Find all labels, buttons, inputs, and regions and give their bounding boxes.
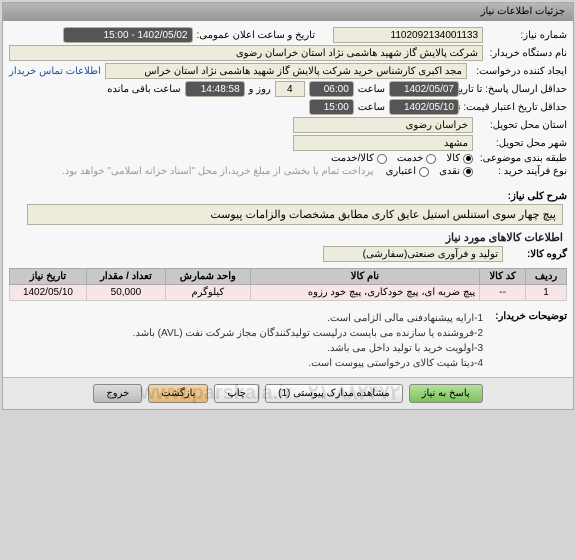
- buyer-notes-label: توضیحات خریدار:: [487, 311, 567, 322]
- td-unit: کیلوگرم: [165, 285, 250, 301]
- goods-table: ردیف کد کالا نام کالا واحد شمارش تعداد /…: [9, 268, 567, 301]
- td-date: 1402/05/10: [10, 285, 87, 301]
- exit-button[interactable]: خروج: [93, 384, 142, 403]
- announce-label: تاریخ و ساعت اعلان عمومی:: [197, 30, 316, 41]
- deadline-date: 1402/05/07: [389, 81, 459, 97]
- radio-service-label: خدمت: [397, 153, 424, 164]
- deadline-label: حداقل ارسال پاسخ: تا تاریخ:: [463, 84, 567, 95]
- radio-cash[interactable]: نقدی: [439, 166, 473, 177]
- process-label: نوع فرآیند خرید :: [477, 166, 567, 177]
- radio-both-label: کالا/خدمت: [331, 153, 374, 164]
- td-row: 1: [526, 285, 567, 301]
- table-row[interactable]: 1 -- پیچ ضربه ای، پیچ خودکاری، پیچ خود ر…: [10, 285, 567, 301]
- creator-field: مجد اکبری کارشناس خرید شرکت پالایش گاز ش…: [105, 63, 467, 79]
- need-no-label: شماره نیاز:: [487, 30, 567, 41]
- td-name: پیچ ضربه ای، پیچ خودکاری، پیچ خود رزوه: [250, 285, 479, 301]
- category-radio-group: کالا خدمت کالا/خدمت: [331, 153, 473, 164]
- radio-credit[interactable]: اعتباری: [386, 166, 429, 177]
- remaining-label: ساعت باقی مانده: [107, 84, 180, 95]
- td-qty: 50,000: [86, 285, 165, 301]
- creator-label: ایجاد کننده درخواست:: [471, 66, 567, 77]
- validity-time: 15:00: [309, 99, 354, 115]
- time-label-1: ساعت: [358, 84, 385, 95]
- note-line: 4-دیتا شیت کالای درخواستی پیوست است.: [9, 356, 483, 371]
- validity-label: حداقل تاریخ اعتبار قیمت: تا تاریخ:: [463, 102, 567, 113]
- buyer-field: شرکت پالایش گاز شهید هاشمی نژاد استان خر…: [9, 45, 483, 61]
- buyer-notes: 1-ارایه پیشنهادفنی مالی الزامی است. 2-فر…: [9, 311, 483, 371]
- province-field: خراسان رضوی: [293, 117, 473, 133]
- group-label: گروه کالا:: [507, 249, 567, 260]
- radio-cash-label: نقدی: [439, 166, 460, 177]
- th-row: ردیف: [526, 269, 567, 285]
- radio-dot-icon: [463, 154, 473, 164]
- goods-section-title: اطلاعات کالاهای مورد نیاز: [13, 231, 563, 244]
- main-panel: جزئیات اطلاعات نیاز شماره نیاز: 11020921…: [2, 2, 574, 410]
- days-field: 4: [275, 81, 305, 97]
- days-label: روز و: [249, 84, 271, 95]
- panel-title: جزئیات اطلاعات نیاز: [3, 3, 573, 21]
- remaining-time: 14:48:58: [185, 81, 245, 97]
- radio-both[interactable]: کالا/خدمت: [331, 153, 387, 164]
- radio-goods-label: کالا: [446, 153, 460, 164]
- respond-button[interactable]: پاسخ به نیاز: [409, 384, 483, 403]
- time-label-2: ساعت: [358, 102, 385, 113]
- contact-link[interactable]: اطلاعات تماس خریدار: [9, 66, 101, 77]
- process-radio-group: نقدی اعتباری: [386, 166, 473, 177]
- th-unit: واحد شمارش: [165, 269, 250, 285]
- note-line: 2-فروشنده یا سازنده می بایست درلیست تولی…: [9, 326, 483, 341]
- radio-circle-icon: [377, 154, 387, 164]
- note-line: 1-ارایه پیشنهادفنی مالی الزامی است.: [9, 311, 483, 326]
- print-button[interactable]: چاپ: [214, 384, 259, 403]
- category-label: طبقه بندی موضوعی:: [477, 153, 567, 164]
- attachments-button[interactable]: مشاهده مدارک پیوستی (1): [265, 384, 403, 403]
- radio-service[interactable]: خدمت: [397, 153, 437, 164]
- radio-circle-icon: [419, 167, 429, 177]
- radio-credit-label: اعتباری: [386, 166, 416, 177]
- province-label: استان محل تحویل:: [477, 120, 567, 131]
- panel-body: شماره نیاز: 1102092134001133 تاریخ و ساع…: [3, 21, 573, 377]
- table-header-row: ردیف کد کالا نام کالا واحد شمارش تعداد /…: [10, 269, 567, 285]
- th-name: نام کالا: [250, 269, 479, 285]
- announce-field: 1402/05/02 - 15:00: [63, 27, 193, 43]
- need-no-field: 1102092134001133: [333, 27, 483, 43]
- group-field: تولید و فرآوری صنعتی(سفارشی): [323, 246, 503, 262]
- th-date: تاریخ نیاز: [10, 269, 87, 285]
- validity-date: 1402/05/10: [389, 99, 459, 115]
- city-field: مشهد: [293, 135, 473, 151]
- summary-field: پیچ چهار سوی استنلس استیل عایق کاری مطاب…: [27, 204, 563, 225]
- back-button[interactable]: بازگشت: [148, 384, 208, 403]
- th-code: کد کالا: [480, 269, 526, 285]
- buyer-label: نام دستگاه خریدار:: [487, 48, 567, 59]
- process-note: پرداخت تمام یا بخشی از مبلغ خرید،از محل …: [62, 166, 374, 177]
- summary-label: شرح کلی نیاز:: [497, 191, 567, 202]
- td-code: --: [480, 285, 526, 301]
- note-line: 3-اولویت خرید با تولید داخل می باشد.: [9, 341, 483, 356]
- city-label: شهر محل تحویل:: [477, 138, 567, 149]
- radio-dot-icon: [463, 167, 473, 177]
- radio-circle-icon: [426, 154, 436, 164]
- radio-goods[interactable]: کالا: [446, 153, 473, 164]
- th-qty: تعداد / مقدار: [86, 269, 165, 285]
- button-bar: پاسخ به نیاز مشاهده مدارک پیوستی (1) چاپ…: [3, 377, 573, 409]
- deadline-time: 06:00: [309, 81, 354, 97]
